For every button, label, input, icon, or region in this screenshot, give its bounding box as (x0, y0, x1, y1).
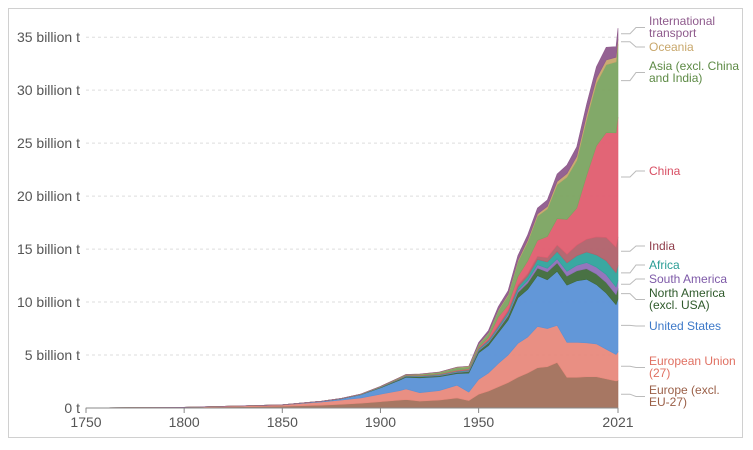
legend-connector (621, 41, 645, 48)
legend-label-line: European Union (649, 354, 736, 368)
legend-connector (621, 365, 645, 368)
legend-label-line: Africa (649, 258, 680, 272)
legend-label[interactable]: European Union (27) (649, 354, 736, 380)
legend-label[interactable]: United States (649, 319, 721, 333)
legend-connector (621, 245, 645, 252)
x-tick-label: 1800 (169, 414, 200, 430)
legend-label[interactable]: North America (excl. USA) (649, 286, 725, 312)
legend-label-line: transport (649, 26, 697, 40)
x-tick-label: 1950 (463, 414, 494, 430)
legend-label[interactable]: India (649, 239, 675, 253)
legend-connector (621, 293, 645, 300)
legend-label-line: Asia (excl. China (649, 59, 739, 73)
grid-lines (86, 36, 618, 356)
x-tick-label: 2021 (602, 414, 633, 430)
legend-label-line: China (649, 164, 681, 178)
legend-label-line: (excl. USA) (649, 298, 710, 312)
legend-label[interactable]: Africa (649, 258, 680, 272)
legend-label-line: South America (649, 272, 727, 286)
chart-frame: 0 t 5 billion t 10 billion t 15 billion t 20… (8, 8, 743, 438)
legend-label[interactable]: Asia (excl. China and India) (649, 59, 739, 85)
legend-label-line: and India) (649, 71, 702, 85)
y-tick-label: 5 billion t (25, 347, 80, 363)
y-tick-label: 0 t (64, 400, 80, 416)
y-tick-label: 25 billion t (17, 135, 80, 151)
legend-connector (621, 278, 645, 285)
emissions-stacked-area-chart: 0 t 5 billion t 10 billion t 15 billion t 20… (17, 14, 739, 430)
legend-connector (621, 324, 645, 327)
legend-label[interactable]: South America (649, 272, 727, 286)
legend-connector (621, 170, 645, 178)
legend-label-line: Oceania (649, 40, 694, 54)
x-tick-label: 1750 (70, 414, 101, 430)
legend-label-line: North America (649, 286, 725, 300)
legend-label-line: EU-27) (649, 395, 687, 409)
legend-label[interactable]: Europe (excl. EU-27) (649, 383, 720, 409)
legend-label-line: Europe (excl. (649, 383, 720, 397)
legend-label-line: India (649, 239, 675, 253)
legend-label-line: International (649, 14, 715, 28)
y-tick-label: 20 billion t (17, 188, 80, 204)
legend-label[interactable]: International transport (649, 14, 715, 40)
legend-connector (621, 393, 645, 397)
y-tick-label: 35 billion t (17, 29, 80, 45)
x-tick-label: 1900 (365, 414, 396, 430)
x-tick-label: 1850 (267, 414, 298, 430)
legend-label-line: (27) (649, 366, 670, 380)
y-tick-label: 15 billion t (17, 241, 80, 257)
legend-label[interactable]: Oceania (649, 40, 694, 54)
y-tick-label: 30 billion t (17, 82, 80, 98)
legend-connector (621, 264, 645, 274)
axes: 0 t 5 billion t 10 billion t 15 billion t 20… (17, 29, 634, 430)
legend-connector (621, 27, 645, 35)
legend-connector (621, 72, 645, 82)
area-series (85, 28, 619, 409)
y-tick-label: 10 billion t (17, 294, 80, 310)
legend-label-line: United States (649, 319, 721, 333)
area-international-transport[interactable] (85, 28, 619, 409)
legend-label[interactable]: China (649, 164, 681, 178)
